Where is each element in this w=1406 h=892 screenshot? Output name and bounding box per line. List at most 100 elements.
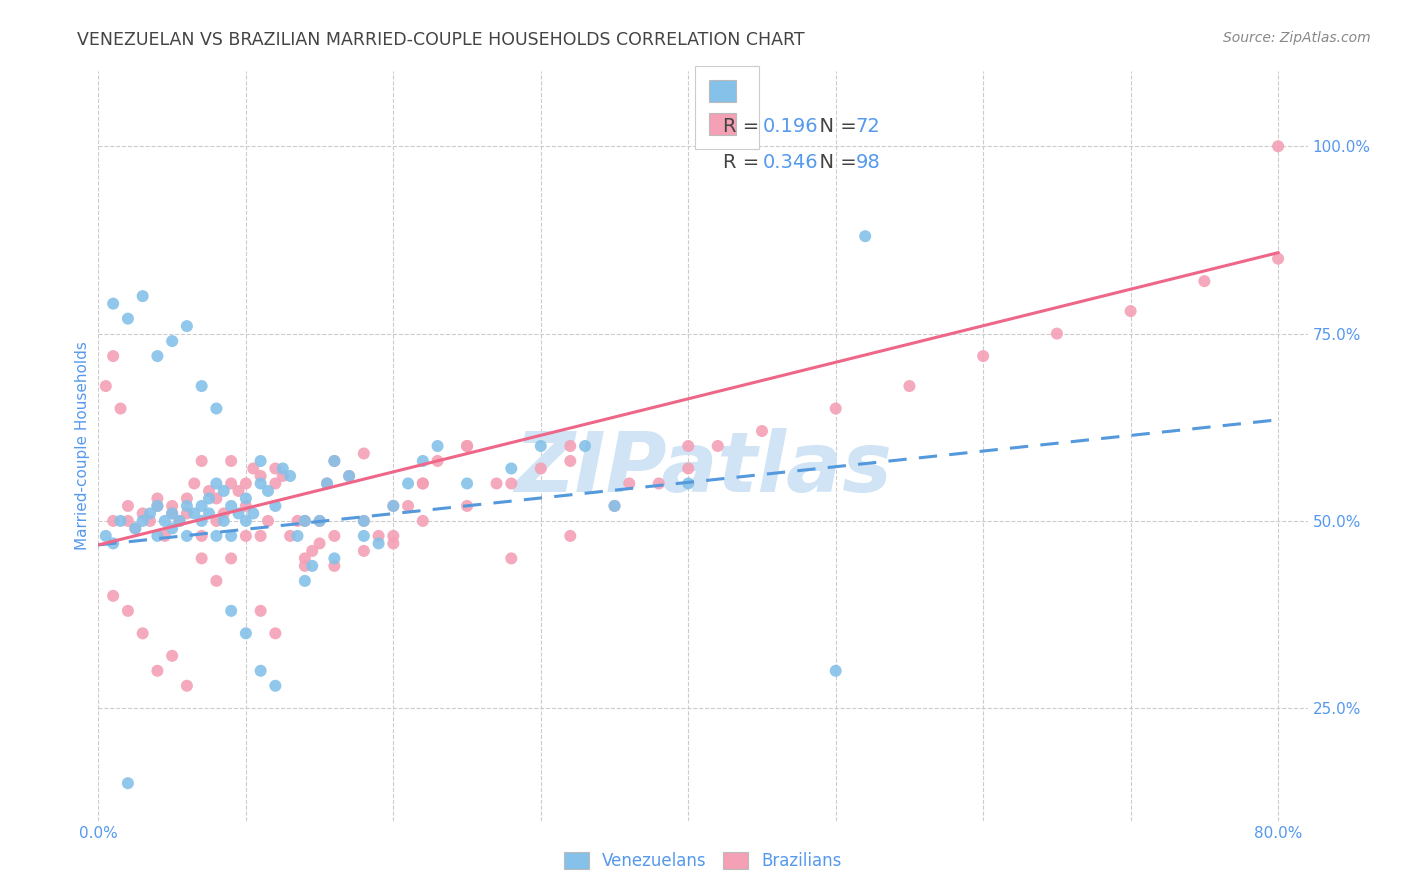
Point [190,454,212,468]
Text: VENEZUELAN VS BRAZILIAN MARRIED-COUPLE HOUSEHOLDS CORRELATION CHART: VENEZUELAN VS BRAZILIAN MARRIED-COUPLE H… [77,31,806,49]
Point [131,507,153,521]
Point [235,491,257,506]
Point [271,469,294,483]
Point [337,469,360,483]
Legend: Venezuelans, Brazilians: Venezuelans, Brazilians [557,846,849,877]
Point [176,679,198,693]
Point [323,558,346,573]
Point [139,514,162,528]
Point [235,529,257,543]
Point [176,491,198,506]
Point [367,529,389,543]
Point [382,499,405,513]
Point [1046,326,1069,341]
Point [117,514,139,528]
Point [160,334,183,348]
Point [219,551,242,566]
Point [501,461,523,475]
Point [323,454,346,468]
Point [190,514,212,528]
Point [146,499,169,513]
Point [485,476,508,491]
Point [456,439,478,453]
Point [146,491,169,506]
Point [160,507,183,521]
Point [249,529,271,543]
Point [228,507,250,521]
Point [560,529,582,543]
Point [426,454,449,468]
Point [294,514,316,528]
Point [176,319,198,334]
Point [898,379,921,393]
Point [160,648,183,663]
Point [101,296,124,310]
Point [219,476,242,491]
Point [323,551,346,566]
Point [678,476,700,491]
Point [294,574,316,588]
Point [501,476,523,491]
Point [287,529,309,543]
Point [176,499,198,513]
Point [249,469,271,483]
Point [530,461,553,475]
Point [235,514,257,528]
Point [382,536,405,550]
Point [117,499,139,513]
Point [603,499,626,513]
Point [228,483,250,498]
Point [160,521,183,535]
Point [146,349,169,363]
Point [131,514,153,528]
Point [110,514,132,528]
Point [308,514,330,528]
Point [294,551,316,566]
Point [183,507,205,521]
Point [160,507,183,521]
Point [219,529,242,543]
Point [124,521,146,535]
Point [396,499,419,513]
Point [124,521,146,535]
Point [146,499,169,513]
Point [176,529,198,543]
Point [153,529,176,543]
Point [353,544,375,558]
Text: R =: R = [723,117,766,136]
Point [382,499,405,513]
Point [198,483,221,498]
Point [242,507,264,521]
Point [353,529,375,543]
Point [117,311,139,326]
Point [183,476,205,491]
Point [353,514,375,528]
Point [169,514,191,528]
Point [198,491,221,506]
Point [190,529,212,543]
Point [560,454,582,468]
Point [337,469,360,483]
Point [456,476,478,491]
Point [101,536,124,550]
Point [456,499,478,513]
Point [501,551,523,566]
Text: 0.196: 0.196 [762,117,818,136]
Point [131,626,153,640]
Point [382,529,405,543]
Point [353,514,375,528]
Point [560,439,582,453]
Point [412,454,434,468]
Point [101,514,124,528]
Point [212,483,235,498]
Text: N =: N = [807,117,863,136]
Point [101,589,124,603]
Point [257,483,280,498]
Point [219,604,242,618]
Point [94,529,117,543]
Point [264,499,287,513]
Point [751,424,773,438]
Point [574,439,596,453]
Point [294,514,316,528]
Point [412,514,434,528]
